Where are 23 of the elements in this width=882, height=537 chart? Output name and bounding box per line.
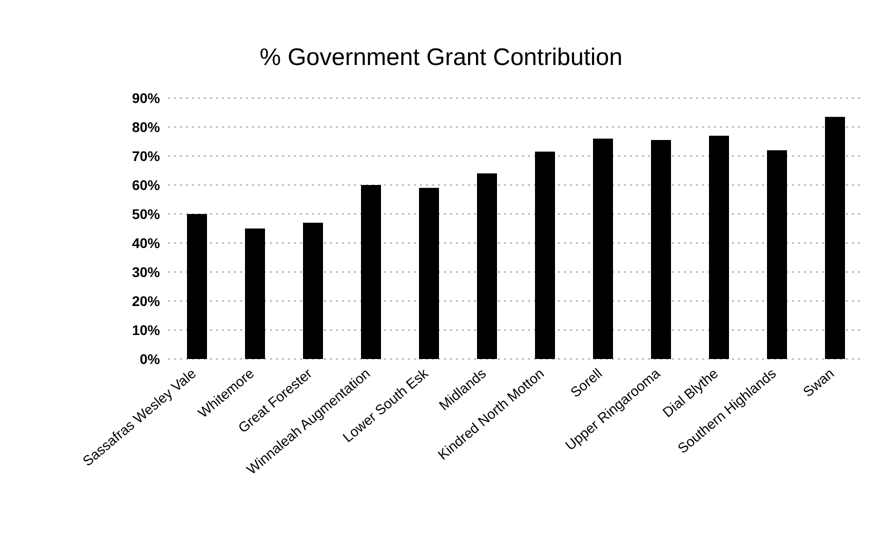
y-tick-label: 30% (132, 264, 161, 280)
bar (187, 214, 207, 359)
y-tick-label: 90% (132, 90, 161, 106)
y-tick-label: 70% (132, 148, 161, 164)
bar (709, 136, 729, 359)
bar (477, 173, 497, 359)
bar (767, 150, 787, 359)
y-tick-label: 10% (132, 322, 161, 338)
y-tick-label: 20% (132, 292, 161, 309)
y-tick-label: 50% (132, 206, 161, 222)
bar (245, 228, 265, 359)
y-tick-label: 40% (132, 234, 161, 251)
bar (825, 116, 845, 359)
chart-title: % Government Grant Contribution (258, 43, 624, 73)
bar (593, 138, 613, 359)
bar (303, 222, 323, 359)
y-tick-label: 0% (140, 350, 161, 367)
y-tick-label: 60% (132, 176, 161, 193)
y-tick-label: 80% (132, 118, 161, 135)
bar (361, 185, 381, 359)
bar (651, 140, 671, 359)
bar (535, 152, 555, 359)
bar (419, 188, 439, 359)
